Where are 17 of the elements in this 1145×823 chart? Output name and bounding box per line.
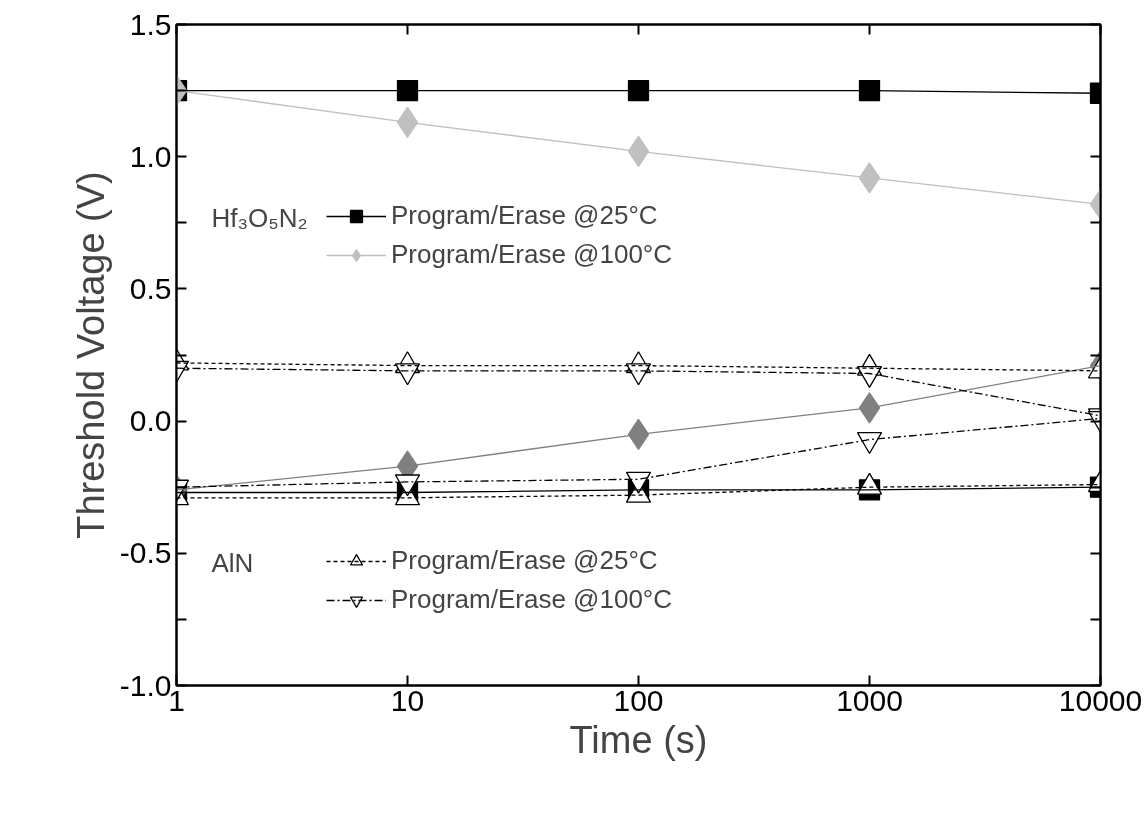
annotation: AlN xyxy=(211,547,254,578)
y-tick-label: 1.5 xyxy=(129,7,172,41)
y-tick-label: -0.5 xyxy=(119,536,172,570)
y-tick-label: 1.0 xyxy=(129,139,172,173)
legend-label: Program/Erase @100°C xyxy=(391,584,673,615)
legend-label: Program/Erase @100°C xyxy=(391,239,673,270)
legend-label: Program/Erase @25°C xyxy=(391,200,658,231)
x-tick-label: 1000 xyxy=(836,683,903,717)
x-tick-label: 100 xyxy=(613,683,664,717)
y-tick-label: 0.5 xyxy=(129,271,172,305)
y-axis-title: Threshold Voltage (V) xyxy=(69,171,112,539)
annotation: Hf₃O₅N₂ xyxy=(211,202,308,233)
legend-label: Program/Erase @25°C xyxy=(391,545,658,576)
x-tick-label: 10 xyxy=(390,683,425,717)
y-tick-label: 0.0 xyxy=(129,404,172,438)
x-tick-label: 10000 xyxy=(1058,683,1143,717)
x-axis-title: Time (s) xyxy=(569,718,708,761)
